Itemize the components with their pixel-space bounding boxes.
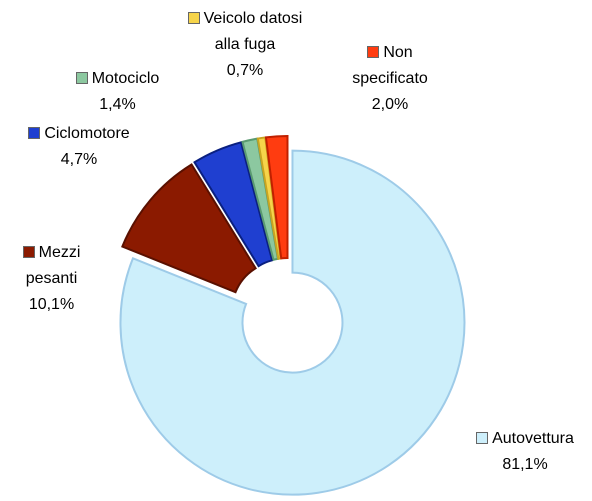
slice [119,149,466,496]
value-label: 0,7% [226,62,264,79]
value-label: 4,7% [60,151,98,168]
legend-swatch [28,127,41,139]
legend-swatch [22,246,35,258]
legend-entry: Veicolo datosi alla fuga 0,7% [185,6,305,84]
legend-entry: Ciclomotore 4,7% [4,121,154,173]
slice [264,135,289,260]
legend-swatch [75,72,88,84]
legend-label: Non specificato [352,44,428,87]
legend-entry: Non specificato 2,0% [340,40,440,118]
legend-entry: Autovettura 81,1% [460,426,590,478]
legend-label: Motociclo [91,70,160,87]
slice [193,141,274,268]
value-label: 81,1% [502,456,548,473]
legend-entry: Mezzi pesanti 10,1% [4,240,99,318]
value-label: 2,0% [371,96,409,113]
value-label: 1,4% [99,96,136,113]
legend-label: Autovettura [492,430,574,447]
legend-swatch [187,12,200,24]
legend-swatch [367,46,380,58]
legend-label: Veicolo datosi alla fuga [203,10,303,53]
slice [121,163,258,294]
legend-label: Mezzi pesanti [25,244,81,287]
value-label: 10,1% [28,296,75,313]
legend-swatch [476,432,489,444]
legend-label: Ciclomotore [44,125,130,142]
legend-entry: Motociclo 1,4% [60,66,175,118]
